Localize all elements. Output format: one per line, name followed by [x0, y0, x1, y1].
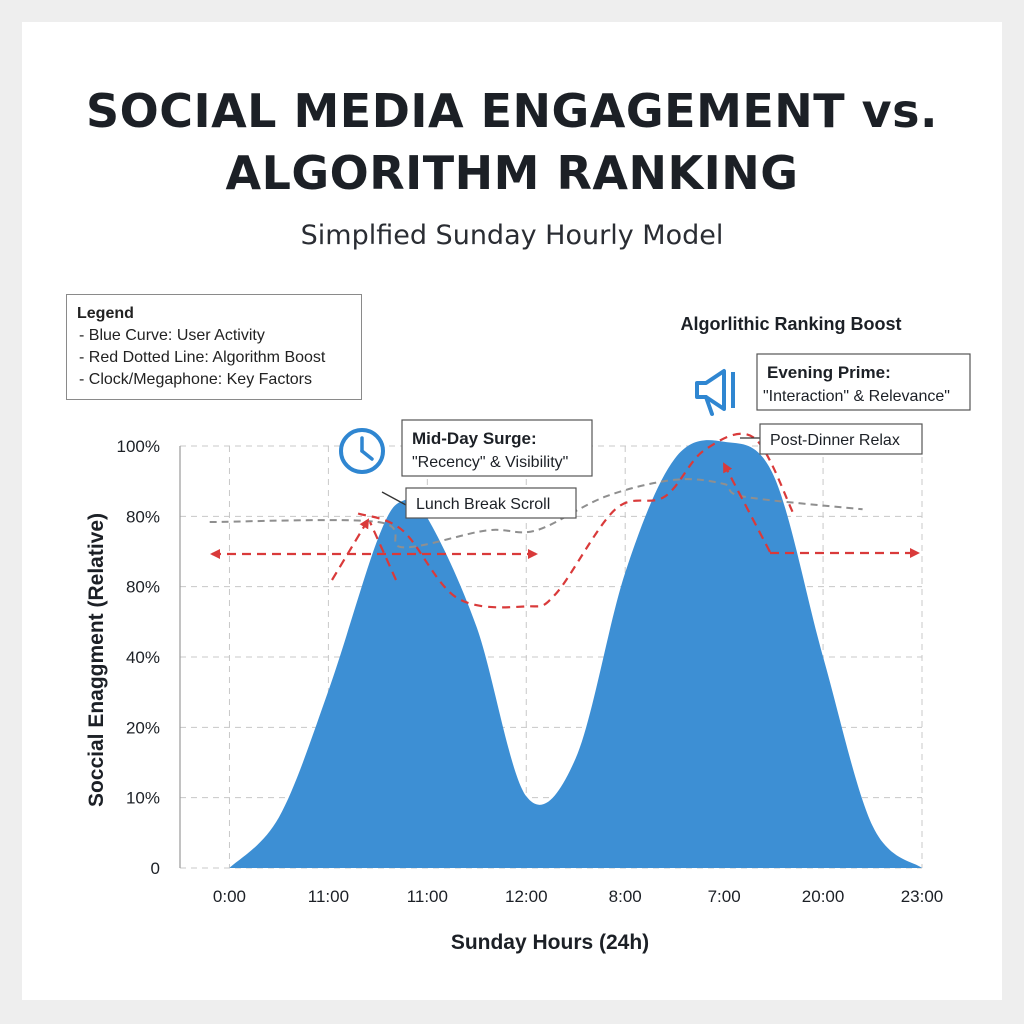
post-dinner-callout: Post-Dinner Relax [759, 423, 923, 455]
x-tick-label: 0:00 [213, 887, 246, 906]
x-tick-labels: 0:00 11:00 11:00 12:00 8:00 7:00 20:00 23:00 [213, 887, 943, 906]
midday-surge-callout: Mid-Day Surge: "Recency" & Visibility" [401, 419, 593, 477]
y-tick-labels: 0 10% 20% 40% 80% 80% 100% [117, 437, 160, 878]
x-tick-label: 7:00 [708, 887, 741, 906]
x-tick-label: 11:00 [407, 887, 448, 906]
y-tick-label: 0 [151, 859, 160, 878]
x-tick-label: 23:00 [901, 887, 944, 906]
x-tick-label: 8:00 [609, 887, 642, 906]
chart-title-line-1: SOCIAL MEDIA ENGAGEMENT vs. [85, 84, 939, 138]
boost-arrow-right-peak [368, 521, 398, 581]
y-tick-label: 100% [117, 437, 160, 456]
y-tick-label: 80% [126, 578, 160, 597]
algorithm-boost-section-label: Algorlithic Ranking Boost [680, 314, 901, 334]
boost-arrow-right-diagonal [723, 462, 771, 553]
legend-item-blue-curve: - Blue Curve: User Activity [79, 327, 265, 344]
clock-icon [339, 428, 385, 474]
chart-title-line-2: ALGORITHM RANKING [225, 146, 799, 200]
legend-box: Legend - Blue Curve: User Activity - Red… [66, 294, 362, 400]
post-dinner-label: Post-Dinner Relax [770, 432, 900, 449]
lunch-callout-pointer [381, 491, 407, 506]
evening-prime-callout: Evening Prime: "Interaction" & Relevance… [756, 353, 971, 411]
legend-title: Legend [77, 305, 134, 322]
y-tick-label: 10% [126, 789, 160, 808]
x-tick-label: 11:00 [308, 887, 349, 906]
midday-surge-subtitle: "Recency" & Visibility" [412, 454, 568, 471]
midday-surge-title: Mid-Day Surge: [412, 429, 537, 448]
evening-prime-subtitle: "Interaction" & Relevance" [763, 388, 950, 405]
lunch-break-callout: Lunch Break Scroll [405, 487, 577, 519]
y-tick-label: 20% [126, 718, 160, 737]
y-tick-label: 80% [126, 507, 160, 526]
x-tick-label: 12:00 [505, 887, 548, 906]
legend-item-red-dotted-line: - Red Dotted Line: Algorithm Boost [79, 349, 326, 366]
y-tick-label: 40% [126, 648, 160, 667]
boost-arrow-left-diagonal [331, 518, 370, 581]
x-axis-label: Sunday Hours (24h) [451, 931, 649, 954]
reference-dashed-line [209, 478, 863, 549]
chart-subtitle: Simplfied Sunday Hourly Model [300, 220, 724, 251]
y-axis-label: Soccial Enaggment (Relative) [85, 513, 108, 807]
evening-prime-title: Evening Prime: [767, 363, 891, 382]
lunch-break-label: Lunch Break Scroll [416, 496, 550, 513]
legend-item-clock-megaphone: - Clock/Megaphone: Key Factors [79, 371, 312, 388]
x-tick-label: 20:00 [802, 887, 845, 906]
megaphone-icon [695, 369, 735, 416]
